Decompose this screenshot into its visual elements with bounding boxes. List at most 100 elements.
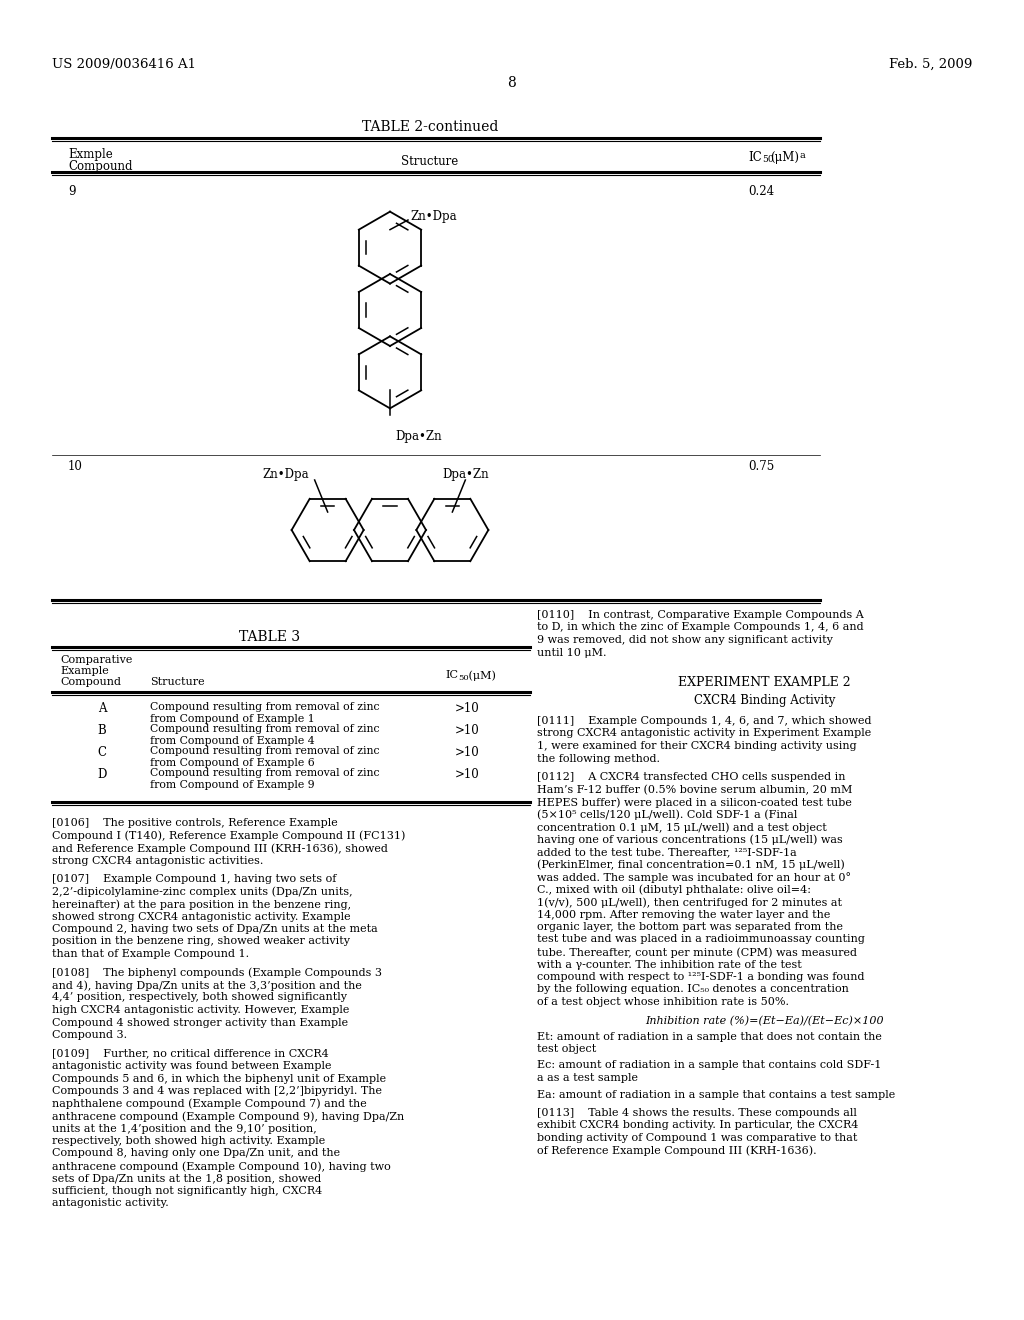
Text: Compound 3.: Compound 3. [52,1030,127,1040]
Text: >10: >10 [455,723,480,737]
Text: (5×10⁵ cells/120 μL/well). Cold SDF-1 a (Final: (5×10⁵ cells/120 μL/well). Cold SDF-1 a … [537,809,798,820]
Text: Compound 8, having only one Dpa/Zn unit, and the: Compound 8, having only one Dpa/Zn unit,… [52,1148,340,1159]
Text: US 2009/0036416 A1: US 2009/0036416 A1 [52,58,196,71]
Text: added to the test tube. Thereafter, ¹²⁵I-SDF-1a: added to the test tube. Thereafter, ¹²⁵I… [537,847,797,857]
Text: from Compound of Example 4: from Compound of Example 4 [150,737,314,746]
Text: Compound: Compound [60,677,121,686]
Text: position in the benzene ring, showed weaker activity: position in the benzene ring, showed wea… [52,936,350,946]
Text: >10: >10 [455,746,480,759]
Text: 50: 50 [762,154,773,164]
Text: [0109]    Further, no critical difference in CXCR4: [0109] Further, no critical difference i… [52,1048,329,1059]
Text: Compound 2, having two sets of Dpa/Zn units at the meta: Compound 2, having two sets of Dpa/Zn un… [52,924,378,935]
Text: high CXCR4 antagonistic activity. However, Example: high CXCR4 antagonistic activity. Howeve… [52,1005,349,1015]
Text: 10: 10 [68,459,83,473]
Text: Compounds 5 and 6, in which the biphenyl unit of Example: Compounds 5 and 6, in which the biphenyl… [52,1073,386,1084]
Text: test tube and was placed in a radioimmunoassay counting: test tube and was placed in a radioimmun… [537,935,865,945]
Text: Compound resulting from removal of zinc: Compound resulting from removal of zinc [150,746,380,756]
Text: Dpa•Zn: Dpa•Zn [442,469,489,480]
Text: respectively, both showed high activity. Example: respectively, both showed high activity.… [52,1137,326,1146]
Text: a as a test sample: a as a test sample [537,1073,638,1082]
Text: Comparative: Comparative [60,655,132,665]
Text: anthracene compound (Example Compound 9), having Dpa/Zn: anthracene compound (Example Compound 9)… [52,1111,404,1122]
Text: hereinafter) at the para position in the benzene ring,: hereinafter) at the para position in the… [52,899,351,909]
Text: units at the 1,4’position and the 9,10’ position,: units at the 1,4’position and the 9,10’ … [52,1123,316,1134]
Text: 1(v/v), 500 μL/well), then centrifuged for 2 minutes at: 1(v/v), 500 μL/well), then centrifuged f… [537,898,842,908]
Text: B: B [97,723,106,737]
Text: Compounds 3 and 4 was replaced with [2,2’]bipyridyl. The: Compounds 3 and 4 was replaced with [2,2… [52,1086,382,1096]
Text: IC: IC [445,671,458,680]
Text: Ec: amount of radiation in a sample that contains cold SDF-1: Ec: amount of radiation in a sample that… [537,1060,882,1071]
Text: [0111]    Example Compounds 1, 4, 6, and 7, which showed: [0111] Example Compounds 1, 4, 6, and 7,… [537,715,871,726]
Text: from Compound of Example 1: from Compound of Example 1 [150,714,314,723]
Text: with a γ-counter. The inhibition rate of the test: with a γ-counter. The inhibition rate of… [537,960,802,969]
Text: [0107]    Example Compound 1, having two sets of: [0107] Example Compound 1, having two se… [52,874,336,884]
Text: C., mixed with oil (dibutyl phthalate: olive oil=4:: C., mixed with oil (dibutyl phthalate: o… [537,884,811,895]
Text: A: A [97,702,106,715]
Text: IC: IC [748,150,762,164]
Text: Zn•Dpa: Zn•Dpa [262,469,309,480]
Text: EXPERIMENT EXAMPLE 2: EXPERIMENT EXAMPLE 2 [678,676,851,689]
Text: tube. Thereafter, count per minute (CPM) was measured: tube. Thereafter, count per minute (CPM)… [537,946,857,957]
Text: and 4), having Dpa/Zn units at the 3,3’position and the: and 4), having Dpa/Zn units at the 3,3’p… [52,979,361,990]
Text: [0113]    Table 4 shows the results. These compounds all: [0113] Table 4 shows the results. These … [537,1107,857,1118]
Text: sets of Dpa/Zn units at the 1,8 position, showed: sets of Dpa/Zn units at the 1,8 position… [52,1173,322,1184]
Text: Zn•Dpa: Zn•Dpa [410,210,457,223]
Text: of a test object whose inhibition rate is 50%.: of a test object whose inhibition rate i… [537,997,790,1007]
Text: Compound resulting from removal of zinc: Compound resulting from removal of zinc [150,702,380,711]
Text: from Compound of Example 9: from Compound of Example 9 [150,780,314,789]
Text: C: C [97,746,106,759]
Text: a: a [800,150,806,160]
Text: Feb. 5, 2009: Feb. 5, 2009 [889,58,972,71]
Text: 14,000 rpm. After removing the water layer and the: 14,000 rpm. After removing the water lay… [537,909,830,920]
Text: Inhibition rate (%)=(Et−Ea)/(Et−Ec)×100: Inhibition rate (%)=(Et−Ea)/(Et−Ec)×100 [645,1015,884,1026]
Text: exhibit CXCR4 bonding activity. In particular, the CXCR4: exhibit CXCR4 bonding activity. In parti… [537,1121,858,1130]
Text: (PerkinElmer, final concentration=0.1 nM, 15 μL/well): (PerkinElmer, final concentration=0.1 nM… [537,859,845,870]
Text: Dpa•Zn: Dpa•Zn [395,430,441,444]
Text: strong CXCR4 antagonistic activities.: strong CXCR4 antagonistic activities. [52,855,263,866]
Text: 0.24: 0.24 [748,185,774,198]
Text: and Reference Example Compound III (KRH-1636), showed: and Reference Example Compound III (KRH-… [52,843,388,854]
Text: Ham’s F-12 buffer (0.5% bovine serum albumin, 20 mM: Ham’s F-12 buffer (0.5% bovine serum alb… [537,784,852,795]
Text: Structure: Structure [150,677,205,686]
Text: to D, in which the zinc of Example Compounds 1, 4, 6 and: to D, in which the zinc of Example Compo… [537,623,863,632]
Text: Example: Example [60,667,109,676]
Text: compound with respect to ¹²⁵I-SDF-1 a bonding was found: compound with respect to ¹²⁵I-SDF-1 a bo… [537,972,864,982]
Text: Compound resulting from removal of zinc: Compound resulting from removal of zinc [150,723,380,734]
Text: [0110]    In contrast, Comparative Example Compounds A: [0110] In contrast, Comparative Example … [537,610,864,620]
Text: bonding activity of Compound 1 was comparative to that: bonding activity of Compound 1 was compa… [537,1133,857,1143]
Text: sufficient, though not significantly high, CXCR4: sufficient, though not significantly hig… [52,1185,323,1196]
Text: TABLE 2-continued: TABLE 2-continued [361,120,499,135]
Text: than that of Example Compound 1.: than that of Example Compound 1. [52,949,249,960]
Text: 1, were examined for their CXCR4 binding activity using: 1, were examined for their CXCR4 binding… [537,741,857,751]
Text: (μM): (μM) [770,150,799,164]
Text: was added. The sample was incubated for an hour at 0°: was added. The sample was incubated for … [537,873,851,883]
Text: antagonistic activity.: antagonistic activity. [52,1199,169,1209]
Text: 4,4’ position, respectively, both showed significantly: 4,4’ position, respectively, both showed… [52,993,347,1002]
Text: naphthalene compound (Example Compound 7) and the: naphthalene compound (Example Compound 7… [52,1098,367,1109]
Text: concentration 0.1 μM, 15 μL/well) and a test object: concentration 0.1 μM, 15 μL/well) and a … [537,822,826,833]
Text: 50: 50 [458,675,469,682]
Text: Et: amount of radiation in a sample that does not contain the: Et: amount of radiation in a sample that… [537,1031,882,1041]
Text: Compound resulting from removal of zinc: Compound resulting from removal of zinc [150,768,380,777]
Text: Compound I (T140), Reference Example Compound II (FC131): Compound I (T140), Reference Example Com… [52,830,406,841]
Text: >10: >10 [455,768,480,781]
Text: HEPES buffer) were placed in a silicon-coated test tube: HEPES buffer) were placed in a silicon-c… [537,797,852,808]
Text: test object: test object [537,1044,596,1053]
Text: [0106]    The positive controls, Reference Example: [0106] The positive controls, Reference … [52,818,338,828]
Text: strong CXCR4 antagonistic activity in Experiment Example: strong CXCR4 antagonistic activity in Ex… [537,729,871,738]
Text: D: D [97,768,106,781]
Text: organic layer, the bottom part was separated from the: organic layer, the bottom part was separ… [537,921,843,932]
Text: of Reference Example Compound III (KRH-1636).: of Reference Example Compound III (KRH-1… [537,1146,816,1156]
Text: from Compound of Example 6: from Compound of Example 6 [150,758,314,768]
Text: Exmple: Exmple [68,148,113,161]
Text: Compound: Compound [68,160,132,173]
Text: Ea: amount of radiation in a sample that contains a test sample: Ea: amount of radiation in a sample that… [537,1089,895,1100]
Text: 9: 9 [68,185,76,198]
Text: [0108]    The biphenyl compounds (Example Compounds 3: [0108] The biphenyl compounds (Example C… [52,968,382,978]
Text: Structure: Structure [401,154,459,168]
Text: antagonistic activity was found between Example: antagonistic activity was found between … [52,1061,332,1071]
Text: showed strong CXCR4 antagonistic activity. Example: showed strong CXCR4 antagonistic activit… [52,912,350,921]
Text: until 10 μM.: until 10 μM. [537,648,606,657]
Text: TABLE 3: TABLE 3 [240,630,301,644]
Text: >10: >10 [455,702,480,715]
